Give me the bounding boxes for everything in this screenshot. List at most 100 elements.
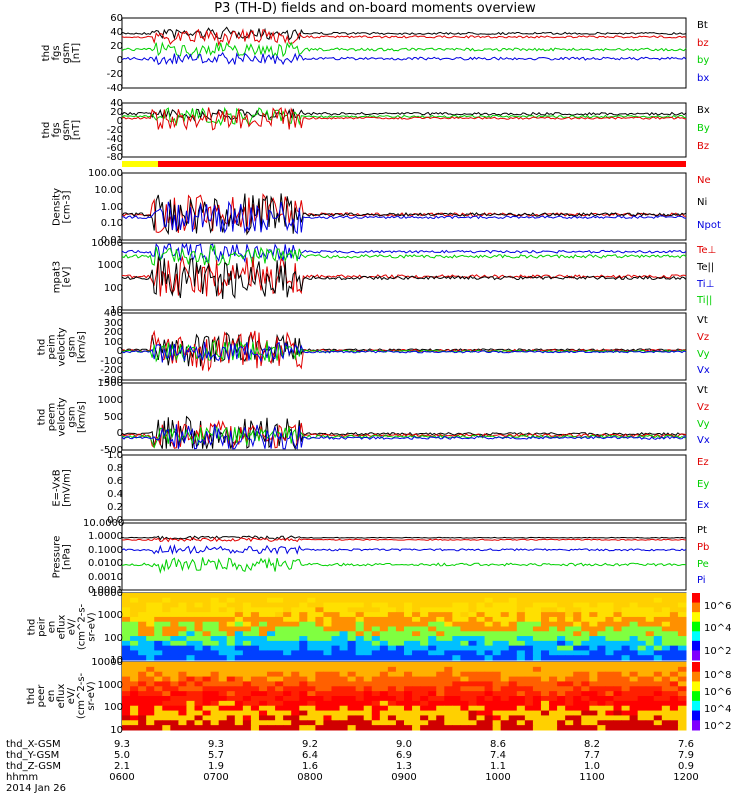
y-tick: 0.1000 [88,544,123,556]
spectrogram-cell [315,593,324,599]
spectrogram-cell [194,631,204,637]
spectrogram-cell [387,671,397,678]
spectrogram-cell [323,696,332,702]
spectrogram-cell [242,696,252,702]
spectrogram-cell [484,691,494,697]
spectrogram-cell [379,593,389,599]
spectrogram-cell [412,616,421,623]
spectrogram-cell [347,666,357,673]
spectrogram-cell [452,705,461,712]
x-tick-label: 8.6 [490,739,506,750]
spectrogram-cell [347,612,357,618]
spectrogram-cell [524,597,534,604]
spectrogram-cell [613,715,623,721]
spectrogram-cell [347,593,357,599]
spectrogram-cell [250,616,260,623]
y-axis-label-line: (cm^2-s- [76,603,87,650]
spectrogram-cell [516,710,526,716]
spectrogram-cell [315,662,324,668]
spectrogram-cell [379,597,389,604]
spectrogram-cell [299,700,308,707]
spectrogram-cell [242,671,252,678]
spectrogram-cell [395,720,405,726]
spectrogram-cell [412,700,421,707]
spectrogram-cell [420,700,429,707]
spectrogram-cell [379,715,389,721]
spectrogram-cell [371,612,381,618]
spectrogram-cell [613,621,623,627]
spectrogram-cell [412,612,421,618]
legend-entry: Pt [697,525,707,536]
spectrogram-cell [516,725,526,731]
spectrogram-cell [194,612,204,618]
spectrogram-cell [500,602,510,608]
spectrogram-cell [540,671,550,678]
spectrogram-cell [645,597,655,604]
spectrogram-cell [476,607,486,613]
spectrogram-cell [242,725,252,731]
spectrogram-cell [162,607,171,613]
spectrogram-cell [629,607,639,613]
series-temp-3 [121,255,687,300]
spectrogram-cell [395,626,405,632]
spectrogram-cell [339,700,349,707]
spectrogram-cell [258,662,268,668]
y-tick: 0 [116,428,123,440]
spectrogram-cell [162,616,171,623]
spectrogram-cell [138,715,147,721]
spectrogram-cell [146,705,155,712]
spectrogram-cell [122,662,131,668]
spectrogram-cell [226,696,236,702]
spectrogram-cell [452,650,461,656]
spectrogram-cell [339,671,349,678]
spectrogram-cell [629,705,639,712]
spectrogram-cell [130,626,139,632]
spectrogram-cell [178,662,187,668]
spectrogram-cell [226,602,236,608]
spectrogram-cell [146,597,155,604]
spectrogram-cell [404,705,413,712]
legend-entry: Ti⊥ [697,278,715,290]
spectrogram-cell [395,593,405,599]
spectrogram-cell [307,640,316,647]
spectrogram-cell [194,686,204,692]
spectrogram-cell [130,681,139,687]
spectrogram-cell [589,640,598,647]
spectrogram-cell [194,705,204,712]
spectrogram-cell [138,725,147,731]
spectrogram-cell [460,640,469,647]
spectrogram-cell [291,710,300,716]
spectrogram-cell [307,593,316,599]
spectrogram-cell [234,710,244,716]
spectrogram-cell [557,602,566,608]
spectrogram-cell [371,655,381,661]
spectrogram-cell [347,681,357,687]
spectrogram-cell [218,626,228,632]
spectrogram-cell [468,621,478,627]
spectrogram-cell [315,681,324,687]
spectrogram-cell [186,710,196,716]
spectrogram-cell [307,645,316,651]
spectrogram-cell [605,700,614,707]
y-tick: 10.00 [94,184,123,196]
spectrogram-cell [138,691,147,697]
spectrogram-cell [661,662,671,668]
spectrogram-cell [275,636,284,642]
spectrogram-cell [154,645,163,651]
spectrogram-cell [371,720,381,726]
spectrogram-cell [460,650,469,656]
spectrogram-cell [549,640,558,647]
spectrogram-cell [436,640,445,647]
spectrogram-cell [524,602,534,608]
spectrogram-cell [202,681,212,687]
spectrogram-cell [307,725,316,731]
spectrogram-cell [532,602,542,608]
spectrogram-cell [194,681,204,687]
colorbar-label: 10^4 [704,704,732,715]
spectrogram-cell [412,681,421,687]
spectrogram-cell [468,666,478,673]
spectrogram-cell [267,607,276,613]
spectrogram-cell [307,696,316,702]
y-tick: -20 [106,125,123,136]
spectrogram-cell [307,691,316,697]
